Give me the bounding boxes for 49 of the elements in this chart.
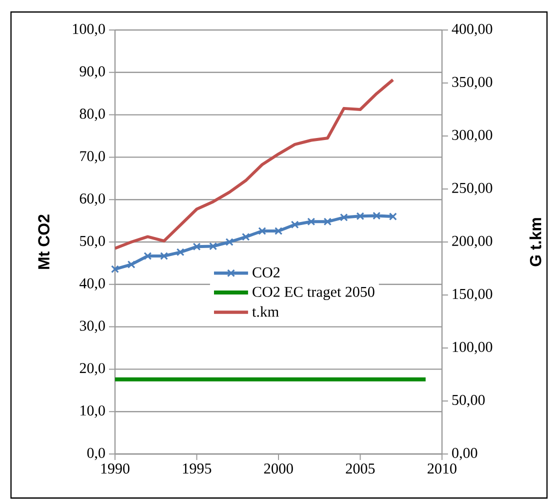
y2-tick-label: 50,00 xyxy=(452,394,485,408)
point xyxy=(176,248,184,256)
point xyxy=(372,212,381,220)
y2-tick-label: 350,00 xyxy=(452,76,492,90)
point xyxy=(111,265,119,274)
y2-tick-label: 400,00 xyxy=(452,24,492,36)
point xyxy=(225,238,234,246)
y-tick-label: 20,0 xyxy=(80,363,105,376)
point xyxy=(356,212,364,220)
y-tick-label: 60,0 xyxy=(80,193,105,206)
y-tick-label: 10,0 xyxy=(80,405,105,418)
y2-tick-label: 150,00 xyxy=(452,288,492,302)
point xyxy=(307,218,316,226)
point xyxy=(144,252,152,260)
y2-tick-label: 200,00 xyxy=(452,236,492,248)
y-tick-label: 100,0 xyxy=(73,24,105,36)
legend-label: CO2 EC traget 2050 xyxy=(252,286,374,300)
y-tick-label: 80,0 xyxy=(80,108,105,121)
point xyxy=(290,220,299,229)
y-tick-label: 0,0 xyxy=(87,448,105,460)
x-tick-label: 1995 xyxy=(183,464,212,474)
x-tick-label: 2000 xyxy=(264,464,293,474)
y-tick-label: 30,0 xyxy=(80,320,105,333)
point xyxy=(274,226,282,235)
point xyxy=(324,218,332,226)
x-tick-label: 2005 xyxy=(346,464,375,474)
point xyxy=(192,242,201,251)
y2-tick-label: 0,00 xyxy=(452,448,478,460)
x-tick-label: 2010 xyxy=(428,464,456,474)
point xyxy=(388,212,397,221)
y-tick-label: 70,0 xyxy=(80,151,105,164)
point xyxy=(209,242,218,250)
y2-tick-label: 100,00 xyxy=(452,342,492,354)
point xyxy=(242,232,250,241)
point xyxy=(258,226,266,235)
x-tick-label: 1990 xyxy=(101,464,130,474)
point xyxy=(340,213,348,222)
y-axis-title: Mt CO2 xyxy=(38,214,50,269)
point xyxy=(127,260,136,268)
y-tick-label: 50,0 xyxy=(80,236,105,248)
y2-tick-label: 250,00 xyxy=(452,182,492,196)
legend-label: CO2 xyxy=(252,267,280,278)
point xyxy=(160,252,168,260)
y-tick-label: 90,0 xyxy=(80,66,105,79)
y2-axis-title: G t.km xyxy=(530,218,542,266)
y2-tick-label: 300,00 xyxy=(452,130,492,142)
y-tick-label: 40,0 xyxy=(80,278,105,291)
legend-label: t.km xyxy=(252,306,279,317)
line-series xyxy=(115,78,394,250)
